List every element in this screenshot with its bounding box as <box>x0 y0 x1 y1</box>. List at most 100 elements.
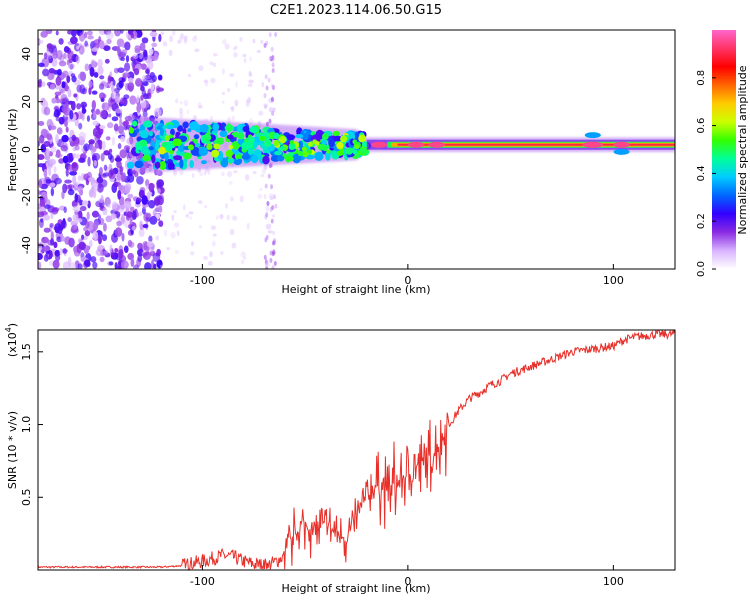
heatmap-panel: -100 0 100 -40 -20 0 20 40 Height of straight … <box>6 29 676 296</box>
heatmap-noise-blob <box>103 45 111 52</box>
heatmap-noise-blob <box>94 141 102 149</box>
heatmap-signal-blob <box>154 161 161 169</box>
heatmap-noise-blob <box>260 39 264 45</box>
heatmap-signal-blob <box>142 149 151 156</box>
heatmap-noise-blob <box>148 48 154 55</box>
heatmap-noise-blob <box>135 197 142 204</box>
heatmap-noise-blob <box>84 63 90 72</box>
heatmap-noise-blob <box>58 60 67 67</box>
heatmap-noise-blob <box>133 264 139 269</box>
snr-frame <box>37 329 676 571</box>
heatmap-noise-blob <box>76 45 80 50</box>
heatmap-noise-blob <box>99 125 106 130</box>
heatmap-signal-blob <box>242 126 250 133</box>
colorbar-ticks: 0.0 0.2 0.4 0.6 0.8 <box>696 70 716 277</box>
heatmap-signal-blob <box>301 146 307 152</box>
heatmap-signal-blob <box>159 128 165 137</box>
heatmap-noise-blob <box>57 68 62 76</box>
colorbar-scale <box>712 30 736 269</box>
heatmap-noise-blob <box>71 134 77 142</box>
heatmap-noise-blob <box>120 204 126 210</box>
heatmap-noise-blob <box>55 117 63 122</box>
heatmap-noise-blob <box>110 84 115 93</box>
heatmap-noise-blob <box>60 144 68 152</box>
heatmap-noise-blob <box>178 36 183 42</box>
heatmap-signal-blob <box>138 139 148 147</box>
heatmap-noise-blob <box>83 143 90 152</box>
heatmap-noise-blob <box>225 202 228 209</box>
heatmap-signal-blob <box>340 135 348 143</box>
heatmap-noise-blob <box>120 214 126 224</box>
heatmap-noise-blob <box>38 154 45 161</box>
heatmap-noise-blob <box>140 100 147 109</box>
heatmap-noise-blob <box>88 80 93 88</box>
heatmap-noise-blob <box>61 105 66 113</box>
heatmap-noise-blob <box>248 118 254 125</box>
heatmap-signal-blob <box>193 139 199 144</box>
heatmap-noise-blob <box>242 53 247 58</box>
heatmap-noise-blob <box>212 233 217 237</box>
y-tick-label: 0.5 <box>20 489 33 507</box>
heatmap-noise-blob <box>183 99 189 107</box>
heatmap-noise-blob <box>44 179 52 184</box>
heatmap-noise-blob <box>207 260 213 266</box>
heatmap-noise-blob <box>197 101 202 108</box>
heatmap-noise-blob <box>99 75 105 80</box>
heatmap-noise-blob <box>43 254 49 262</box>
heatmap-signal-blob <box>247 136 255 144</box>
heatmap-noise-blob <box>147 60 154 70</box>
heatmap-noise-blob <box>170 232 176 239</box>
heatmap-noise-blob <box>101 234 108 242</box>
heatmap-noise-blob <box>186 109 190 114</box>
heatmap-noise-blob <box>226 214 231 221</box>
heatmap-noise-blob <box>81 200 89 206</box>
heatmap-noise-blob <box>264 104 268 110</box>
heatmap-noise-blob <box>120 135 126 143</box>
heatmap-noise-blob <box>247 83 253 87</box>
heatmap-noise-blob <box>264 74 268 80</box>
heatmap-noise-blob <box>142 110 148 118</box>
heatmap-signal-blob <box>212 122 220 132</box>
heatmap-noise-blob <box>270 184 274 190</box>
heatmap-noise-blob <box>116 45 121 53</box>
heatmap-noise-blob <box>120 260 129 269</box>
heatmap-noise-blob <box>199 172 204 177</box>
heatmap-noise-blob <box>160 31 165 36</box>
heatmap-noise-blob <box>118 249 124 259</box>
heatmap-noise-blob <box>64 179 72 184</box>
heatmap-noise-blob <box>232 215 238 221</box>
heatmap-noise-blob <box>157 74 163 81</box>
snr-x-axis-label: Height of straight line (km) <box>281 582 430 595</box>
heatmap-noise-blob <box>69 36 78 45</box>
svg-text:(x104): (x104) <box>4 323 19 357</box>
heatmap-noise-blob <box>60 93 68 103</box>
heatmap-noise-blob <box>108 97 114 107</box>
heatmap-noise-blob <box>106 122 114 129</box>
heatmap-noise-blob <box>133 68 140 76</box>
heatmap-noise-blob <box>179 111 184 119</box>
heatmap-signal-blob <box>352 149 358 155</box>
heatmap-noise-blob <box>129 206 135 212</box>
y-tick-label: 40 <box>20 47 33 61</box>
heatmap-noise-blob <box>272 230 275 236</box>
heatmap-noise-blob <box>91 100 97 110</box>
heatmap-signal-blob <box>355 131 360 140</box>
heatmap-noise-blob <box>51 125 57 130</box>
heatmap-signal-blob <box>199 124 209 133</box>
heatmap-noise-blob <box>79 189 84 196</box>
heatmap-x-ticks: -100 0 100 <box>190 264 624 287</box>
y-tick-label: -20 <box>20 188 33 206</box>
heatmap-noise-blob <box>228 181 233 185</box>
heatmap-noise-blob <box>221 171 225 177</box>
heatmap-noise-blob <box>191 240 194 247</box>
heatmap-noise-blob <box>84 40 88 47</box>
heatmap-noise-blob <box>54 177 62 185</box>
heatmap-signal-blob <box>241 154 251 160</box>
heatmap-signal-blob <box>288 142 296 151</box>
heatmap-noise-blob <box>188 211 194 215</box>
heatmap-noise-blob <box>92 230 99 240</box>
heatmap-noise-blob <box>84 259 91 267</box>
heatmap-noise-blob <box>99 109 107 119</box>
heatmap-noise-blob <box>264 261 268 267</box>
heatmap-noise-blob <box>265 205 270 212</box>
